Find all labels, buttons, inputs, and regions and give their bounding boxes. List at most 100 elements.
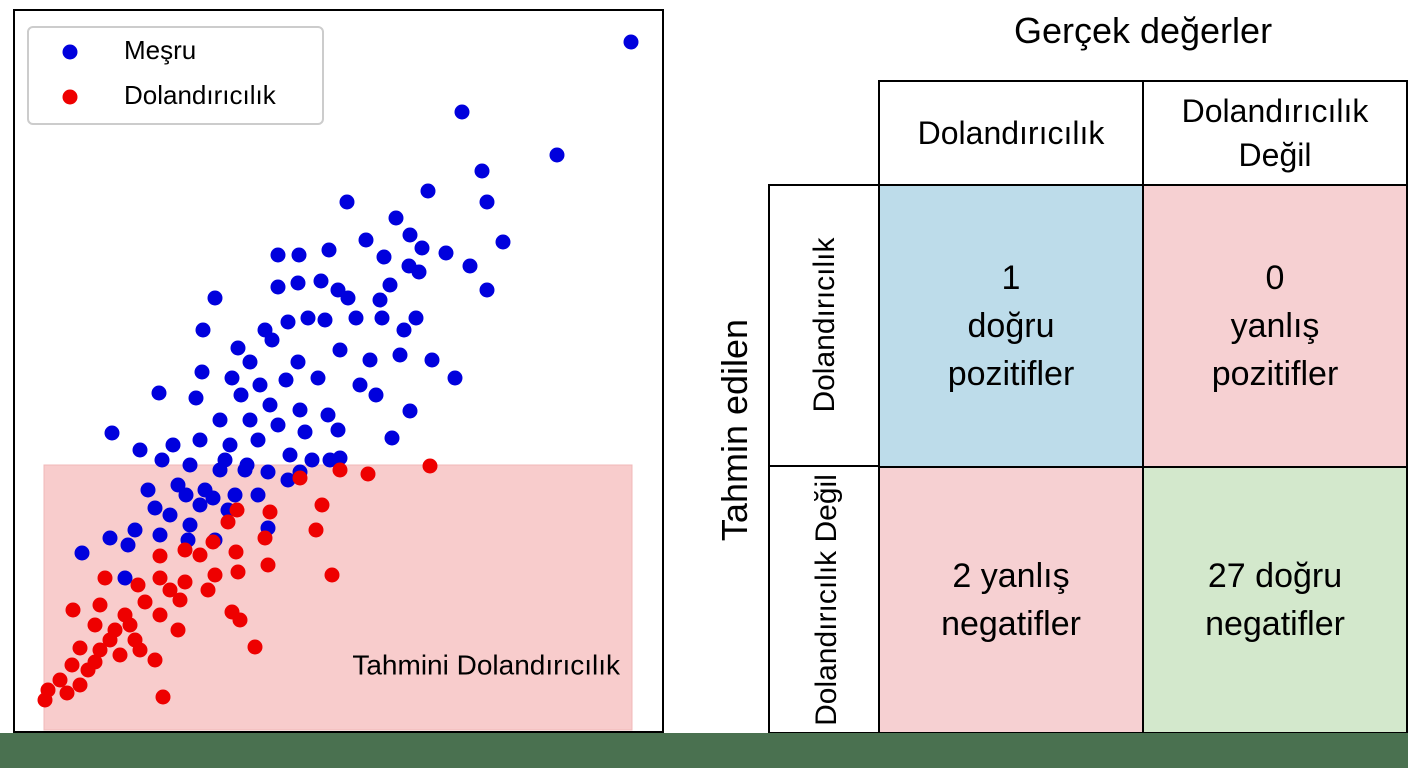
scatter-chart: Tahmini Dolandırıcılık Meşru Dolandırıcıl… xyxy=(13,9,664,733)
point xyxy=(165,437,181,453)
point xyxy=(170,477,186,493)
point xyxy=(205,534,221,550)
point xyxy=(177,542,193,558)
point xyxy=(330,282,346,298)
cell-count: 1 xyxy=(1001,259,1021,297)
point xyxy=(102,632,118,648)
cell-label: yanlış negatifler xyxy=(941,557,1081,643)
point xyxy=(127,522,143,538)
point xyxy=(224,370,240,386)
point xyxy=(200,582,216,598)
point xyxy=(37,692,53,708)
point xyxy=(270,279,286,295)
point xyxy=(155,689,171,705)
point xyxy=(352,377,368,393)
point xyxy=(280,314,296,330)
point xyxy=(97,570,113,586)
point xyxy=(230,340,246,356)
point xyxy=(260,464,276,480)
cell-false-negative: 2 yanlış negatifler xyxy=(878,466,1144,734)
point xyxy=(87,654,103,670)
point xyxy=(264,332,280,348)
point xyxy=(147,652,163,668)
point xyxy=(330,422,346,438)
point xyxy=(242,354,258,370)
point xyxy=(87,617,103,633)
point xyxy=(192,497,208,513)
point xyxy=(462,258,478,274)
point xyxy=(340,290,356,306)
point xyxy=(178,487,194,503)
point xyxy=(438,245,454,261)
point xyxy=(304,452,320,468)
point xyxy=(368,387,384,403)
legend-marker xyxy=(62,44,78,60)
point xyxy=(360,466,376,482)
point xyxy=(260,557,276,573)
point xyxy=(424,352,440,368)
point xyxy=(152,607,168,623)
point xyxy=(59,685,75,701)
point xyxy=(392,347,408,363)
point xyxy=(420,183,436,199)
plot-frame xyxy=(13,9,664,733)
legend xyxy=(27,26,324,125)
cell-label: doğru negatifler xyxy=(1205,557,1345,643)
row-axis-label: Tahmin edilen xyxy=(714,318,755,542)
point xyxy=(262,504,278,520)
cell-count: 27 xyxy=(1207,557,1246,595)
point xyxy=(297,424,313,440)
point xyxy=(132,442,148,458)
point xyxy=(290,275,306,291)
point xyxy=(348,310,364,326)
point xyxy=(227,487,243,503)
point xyxy=(140,482,156,498)
point xyxy=(154,452,170,468)
point xyxy=(74,545,90,561)
point xyxy=(332,462,348,478)
points xyxy=(37,34,639,708)
point xyxy=(132,642,148,658)
point xyxy=(151,385,167,401)
point xyxy=(322,452,338,468)
point xyxy=(262,397,278,413)
point xyxy=(233,387,249,403)
point xyxy=(313,273,329,289)
point xyxy=(408,310,424,326)
point xyxy=(317,312,333,328)
point xyxy=(212,412,228,428)
column-header: Dolandırıcılık Değil xyxy=(1142,80,1408,186)
point xyxy=(152,548,168,564)
point xyxy=(137,594,153,610)
point xyxy=(52,672,68,688)
point xyxy=(250,432,266,448)
row-header: Dolandırıcılık xyxy=(808,237,841,413)
point xyxy=(239,457,255,473)
point xyxy=(192,432,208,448)
point xyxy=(292,470,308,486)
point xyxy=(270,247,286,263)
point xyxy=(207,290,223,306)
point xyxy=(278,372,294,388)
column-header: Dolandırıcılık xyxy=(878,80,1144,186)
region-label: Tahmini Dolandırıcılık xyxy=(352,649,621,680)
point xyxy=(291,247,307,263)
point xyxy=(308,522,324,538)
point xyxy=(402,403,418,419)
point xyxy=(247,639,263,655)
point xyxy=(230,564,246,580)
point xyxy=(362,352,378,368)
point xyxy=(411,264,427,280)
point xyxy=(162,582,178,598)
point xyxy=(280,472,296,488)
point xyxy=(242,412,258,428)
predicted-fraud-region xyxy=(43,464,633,731)
point xyxy=(479,282,495,298)
point xyxy=(92,642,108,658)
cell-true-negative: 27 doğru negatifler xyxy=(1142,466,1408,734)
point xyxy=(188,390,204,406)
row-header: Dolandırıcılık Değil xyxy=(810,474,843,726)
point xyxy=(447,370,463,386)
point xyxy=(102,530,118,546)
point xyxy=(324,567,340,583)
